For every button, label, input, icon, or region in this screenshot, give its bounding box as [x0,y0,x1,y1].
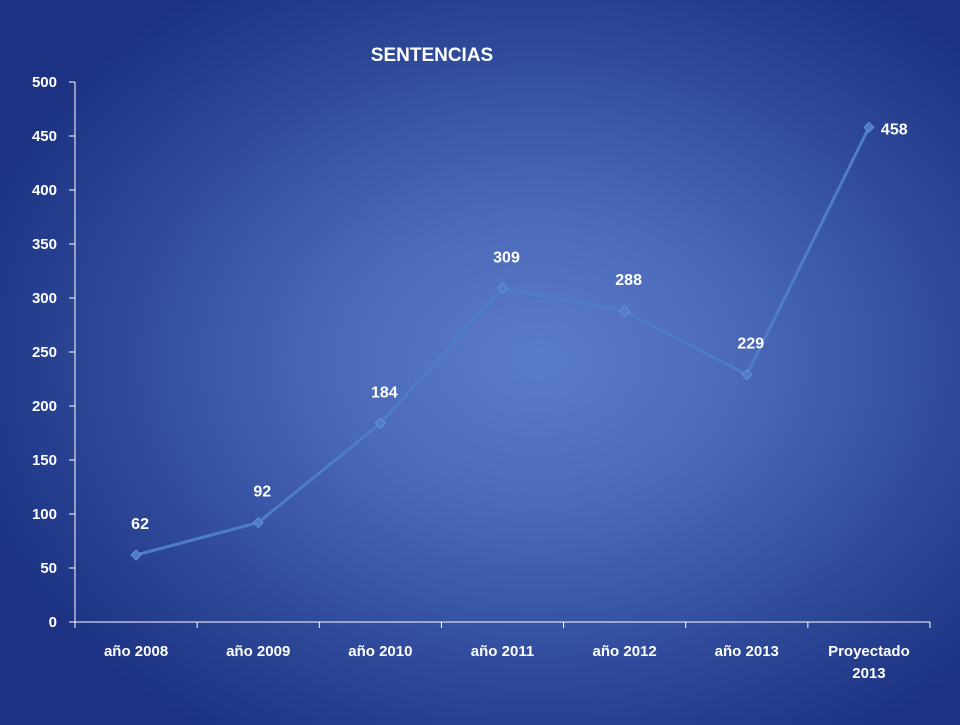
y-tick-label: 100 [32,506,57,523]
y-tick-label: 50 [40,560,57,577]
data-point-marker [496,282,509,294]
y-tick-label: 0 [49,614,57,631]
x-axis-ticks: año 2008 año 2009 año 2010 año 2011 año 2012… [74,622,931,682]
data-label: 184 [371,384,398,401]
y-axis-ticks: 0 50 100 150 200 250 300 350 400 450 500 [32,74,75,631]
series-layer [130,121,875,561]
x-tick-label: año 2012 [593,643,657,660]
y-tick-label: 250 [32,344,57,361]
y-tick-label: 500 [32,74,57,91]
x-tick-label: año 2013 [715,643,779,660]
data-point-marker [252,517,264,529]
data-point-marker [741,369,753,381]
axes [74,82,930,623]
y-tick-label: 400 [32,182,57,199]
data-label: 288 [615,272,642,289]
x-tick-label: año 2010 [348,643,412,660]
x-tick-label: Proyectado 2013 [828,643,910,682]
data-point-marker [374,417,386,429]
data-labels: 62 92 184 309 288 229 458 [131,121,908,533]
data-point-marker [619,305,631,317]
data-label: 62 [131,516,149,533]
x-tick-label: año 2008 [104,643,168,660]
y-tick-label: 200 [32,398,57,415]
y-tick-label: 300 [32,290,57,307]
chart-title: SENTENCIAS [371,45,493,66]
data-label: 92 [253,484,271,501]
data-point-marker [130,549,142,561]
x-tick-label: año 2011 [471,643,534,660]
x-tick-label: año 2009 [226,643,290,660]
data-label: 309 [493,249,520,266]
data-label: 229 [737,336,764,353]
y-tick-label: 150 [32,452,57,469]
y-tick-label: 450 [32,128,57,145]
y-tick-label: 350 [32,236,57,253]
data-label: 458 [881,121,908,138]
data-point-marker [863,121,875,133]
